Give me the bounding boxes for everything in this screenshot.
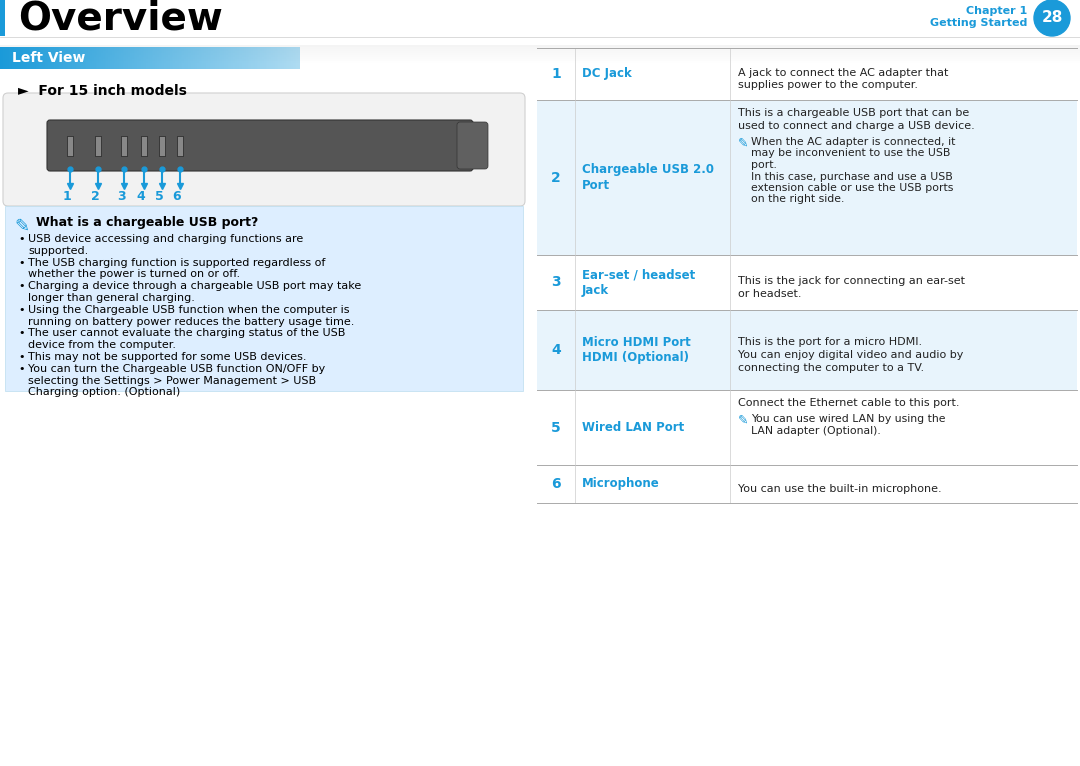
Text: Chapter 1: Chapter 1 — [966, 6, 1027, 16]
Text: 5: 5 — [551, 421, 561, 434]
Text: supplies power to the computer.: supplies power to the computer. — [738, 80, 918, 90]
Text: •: • — [18, 305, 25, 315]
Text: connecting the computer to a TV.: connecting the computer to a TV. — [738, 363, 924, 373]
Text: selecting the Settings > Power Management > USB: selecting the Settings > Power Managemen… — [28, 375, 316, 385]
Text: device from the computer.: device from the computer. — [28, 340, 176, 350]
FancyBboxPatch shape — [457, 122, 488, 169]
Text: LAN adapter (Optional).: LAN adapter (Optional). — [751, 425, 881, 436]
Text: 1: 1 — [63, 190, 71, 203]
FancyBboxPatch shape — [48, 120, 473, 171]
Text: 2: 2 — [91, 190, 99, 203]
FancyBboxPatch shape — [3, 93, 525, 206]
Text: DC Jack: DC Jack — [582, 67, 632, 80]
Text: Microphone: Microphone — [582, 477, 660, 490]
FancyBboxPatch shape — [0, 0, 5, 36]
Text: What is a chargeable USB port?: What is a chargeable USB port? — [36, 216, 258, 229]
Text: used to connect and charge a USB device.: used to connect and charge a USB device. — [738, 121, 975, 131]
FancyBboxPatch shape — [537, 310, 1077, 390]
Text: 6: 6 — [173, 190, 181, 203]
Text: Getting Started: Getting Started — [930, 18, 1027, 28]
FancyBboxPatch shape — [0, 55, 1080, 57]
Text: 3: 3 — [551, 276, 561, 290]
Text: •: • — [18, 364, 25, 374]
Text: This is the jack for connecting an ear-set: This is the jack for connecting an ear-s… — [738, 276, 966, 286]
Text: This is a chargeable USB port that can be: This is a chargeable USB port that can b… — [738, 108, 969, 118]
Text: Ear-set / headset: Ear-set / headset — [582, 268, 696, 281]
Text: whether the power is turned on or off.: whether the power is turned on or off. — [28, 270, 240, 280]
Circle shape — [1034, 0, 1070, 36]
FancyBboxPatch shape — [0, 49, 1080, 51]
FancyBboxPatch shape — [0, 0, 1080, 36]
Text: ✎: ✎ — [738, 414, 748, 427]
Text: Charging option. (Optional): Charging option. (Optional) — [28, 388, 180, 398]
Text: 6: 6 — [551, 477, 561, 491]
Text: port.: port. — [751, 160, 777, 170]
Text: on the right side.: on the right side. — [751, 195, 845, 205]
Text: This is the port for a micro HDMI.: This is the port for a micro HDMI. — [738, 337, 922, 347]
Text: In this case, purchase and use a USB: In this case, purchase and use a USB — [751, 172, 953, 182]
Text: A jack to connect the AC adapter that: A jack to connect the AC adapter that — [738, 67, 948, 77]
Text: Overview: Overview — [18, 0, 222, 37]
Text: The user cannot evaluate the charging status of the USB: The user cannot evaluate the charging st… — [28, 329, 346, 339]
Text: Micro HDMI Port: Micro HDMI Port — [582, 336, 691, 349]
FancyBboxPatch shape — [177, 136, 183, 156]
Text: •: • — [18, 281, 25, 291]
Text: Jack: Jack — [582, 284, 609, 297]
Text: 4: 4 — [137, 190, 146, 203]
FancyBboxPatch shape — [95, 136, 102, 156]
Text: longer than general charging.: longer than general charging. — [28, 293, 194, 303]
Text: running on battery power reduces the battery usage time.: running on battery power reduces the bat… — [28, 316, 354, 326]
Text: You can use the built-in microphone.: You can use the built-in microphone. — [738, 484, 942, 494]
Text: 28: 28 — [1041, 11, 1063, 25]
Text: Charging a device through a chargeable USB port may take: Charging a device through a chargeable U… — [28, 281, 361, 291]
FancyBboxPatch shape — [121, 136, 127, 156]
Text: Using the Chargeable USB function when the computer is: Using the Chargeable USB function when t… — [28, 305, 350, 315]
FancyBboxPatch shape — [0, 47, 1080, 49]
Text: Port: Port — [582, 179, 610, 192]
FancyBboxPatch shape — [0, 53, 1080, 55]
FancyBboxPatch shape — [0, 45, 1080, 47]
Text: USB device accessing and charging functions are: USB device accessing and charging functi… — [28, 234, 303, 244]
FancyBboxPatch shape — [141, 136, 147, 156]
Text: may be inconvenient to use the USB: may be inconvenient to use the USB — [751, 149, 950, 159]
Text: 1: 1 — [551, 67, 561, 81]
Text: When the AC adapter is connected, it: When the AC adapter is connected, it — [751, 137, 956, 147]
Text: HDMI (Optional): HDMI (Optional) — [582, 352, 689, 365]
Text: •: • — [18, 329, 25, 339]
Text: 5: 5 — [154, 190, 163, 203]
Text: •: • — [18, 234, 25, 244]
Text: You can turn the Chargeable USB function ON/OFF by: You can turn the Chargeable USB function… — [28, 364, 325, 374]
Text: Connect the Ethernet cable to this port.: Connect the Ethernet cable to this port. — [738, 398, 959, 408]
Text: ►  For 15 inch models: ► For 15 inch models — [18, 84, 187, 98]
Text: Left View: Left View — [12, 51, 85, 65]
Text: You can enjoy digital video and audio by: You can enjoy digital video and audio by — [738, 350, 963, 360]
FancyBboxPatch shape — [0, 51, 1080, 53]
Text: supported.: supported. — [28, 246, 89, 256]
Text: extension cable or use the USB ports: extension cable or use the USB ports — [751, 183, 954, 193]
FancyBboxPatch shape — [159, 136, 165, 156]
Text: This may not be supported for some USB devices.: This may not be supported for some USB d… — [28, 352, 307, 362]
Text: The USB charging function is supported regardless of: The USB charging function is supported r… — [28, 257, 325, 267]
Text: Chargeable USB 2.0: Chargeable USB 2.0 — [582, 163, 714, 176]
Text: Wired LAN Port: Wired LAN Port — [582, 421, 685, 434]
Text: 3: 3 — [117, 190, 125, 203]
Text: You can use wired LAN by using the: You can use wired LAN by using the — [751, 414, 945, 424]
Text: •: • — [18, 257, 25, 267]
Text: or headset.: or headset. — [738, 289, 801, 299]
Text: 2: 2 — [551, 171, 561, 185]
FancyBboxPatch shape — [537, 100, 1077, 255]
FancyBboxPatch shape — [67, 136, 73, 156]
Text: ✎: ✎ — [738, 137, 748, 150]
Text: ✎: ✎ — [14, 218, 29, 236]
Text: 4: 4 — [551, 343, 561, 357]
Text: •: • — [18, 352, 25, 362]
FancyBboxPatch shape — [5, 206, 523, 391]
